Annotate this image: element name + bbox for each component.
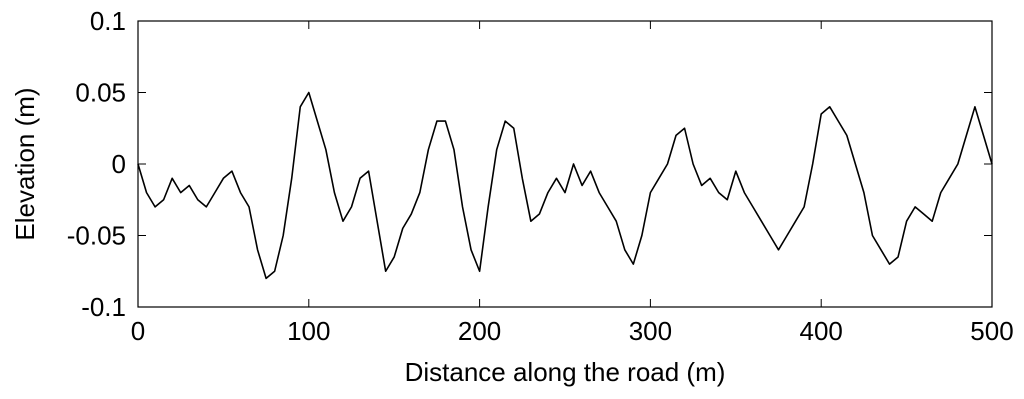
y-tick-label: 0.05 <box>75 78 126 108</box>
y-tick-label: 0 <box>112 149 126 179</box>
y-axis-label: Elevation (m) <box>10 87 40 240</box>
x-tick-label: 100 <box>287 316 330 346</box>
series-layer <box>137 91 993 280</box>
x-tick-label: 0 <box>131 316 145 346</box>
y-tick-label: -0.1 <box>81 292 126 322</box>
x-tick-label: 300 <box>629 316 672 346</box>
x-tick-label: 500 <box>970 316 1013 346</box>
x-axis-label: Distance along the road (m) <box>405 357 726 387</box>
ticks-layer: 0 100 200 300 400 500 -0.1 -0.05 0 0.05 0.1 <box>67 6 1014 346</box>
y-tick-label: 0.1 <box>90 6 126 36</box>
x-tick-label: 400 <box>800 316 843 346</box>
y-tick-label: -0.05 <box>67 221 126 251</box>
plot-frame <box>137 20 993 308</box>
elevation-series-line <box>137 91 993 280</box>
x-tick-label: 200 <box>458 316 501 346</box>
